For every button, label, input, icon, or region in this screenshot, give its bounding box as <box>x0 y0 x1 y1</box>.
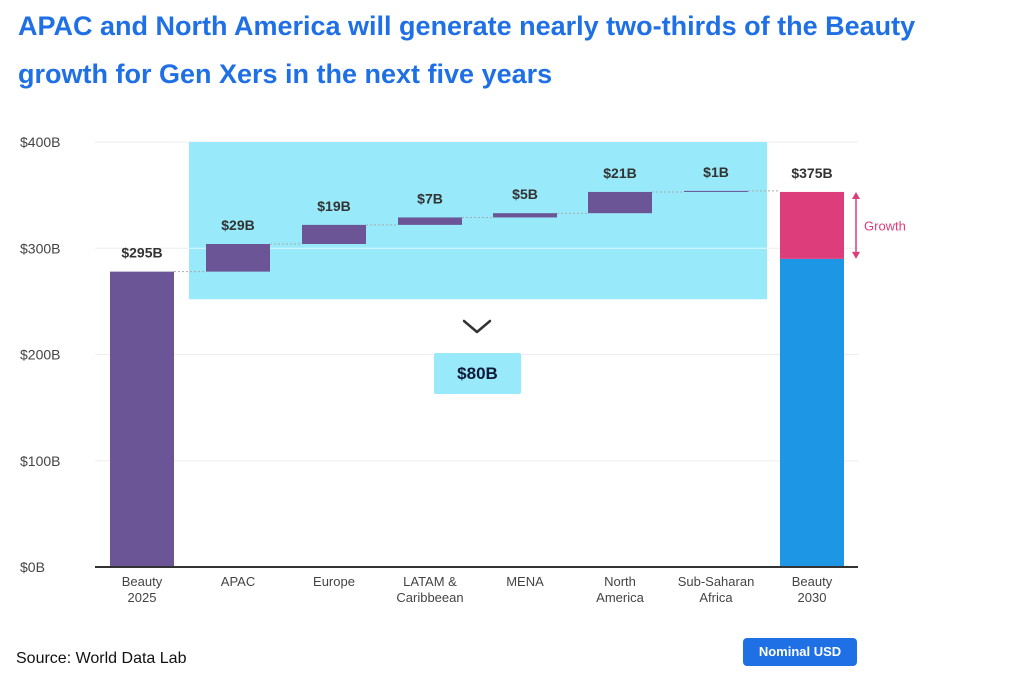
x-tick-label: Sub-Saharan <box>678 574 755 589</box>
bar-delta <box>684 190 748 192</box>
data-label: $29B <box>221 217 254 233</box>
highlight-band <box>189 142 767 300</box>
x-tick-label: Beauty <box>792 574 833 589</box>
growth-arrow-down <box>852 251 860 259</box>
x-tick-label: MENA <box>506 574 544 589</box>
data-label: $5B <box>512 186 538 202</box>
x-tick-label: APAC <box>221 574 255 589</box>
data-label: $19B <box>317 198 350 214</box>
x-tick-label: America <box>596 590 644 605</box>
x-tick-label: North <box>604 574 636 589</box>
data-label: $21B <box>603 165 636 181</box>
currency-badge: Nominal USD <box>743 638 857 666</box>
data-label: $7B <box>417 190 443 206</box>
x-tick-label: 2030 <box>798 590 827 605</box>
growth-arrow-up <box>852 191 860 199</box>
bar-beauty-2030-base <box>780 258 844 567</box>
highlight-total-badge: $80B <box>434 353 521 394</box>
y-tick-label: $400B <box>20 134 60 150</box>
title-line-2: growth for Gen Xers in the next five yea… <box>18 59 553 89</box>
y-tick-label: $0B <box>20 559 45 575</box>
data-label: $375B <box>791 165 832 181</box>
y-tick-label: $200B <box>20 347 60 363</box>
data-label: $1B <box>703 164 729 180</box>
bar-delta <box>206 244 270 272</box>
x-tick-label: Caribbeean <box>396 590 463 605</box>
x-tick-label: 2025 <box>128 590 157 605</box>
y-tick-label: $100B <box>20 453 60 469</box>
y-tick-label: $300B <box>20 240 60 256</box>
x-tick-label: Beauty <box>122 574 163 589</box>
data-label: $295B <box>121 245 162 261</box>
bar-delta <box>493 213 557 218</box>
title-line-1: APAC and North America will generate nea… <box>18 11 916 41</box>
bar-delta <box>302 224 366 244</box>
bar-beauty-2025 <box>110 271 174 567</box>
growth-label: Growth <box>864 218 906 233</box>
x-tick-label: LATAM & <box>403 574 457 589</box>
bar-delta <box>398 217 462 225</box>
chevron-down-icon <box>462 319 492 334</box>
chart-title: APAC and North America will generate nea… <box>18 2 1018 98</box>
source-note: Source: World Data Lab <box>16 650 187 667</box>
bar-beauty-2030-growth <box>780 191 844 259</box>
bar-delta <box>588 191 652 214</box>
x-tick-label: Europe <box>313 574 355 589</box>
x-tick-label: Africa <box>699 590 733 605</box>
